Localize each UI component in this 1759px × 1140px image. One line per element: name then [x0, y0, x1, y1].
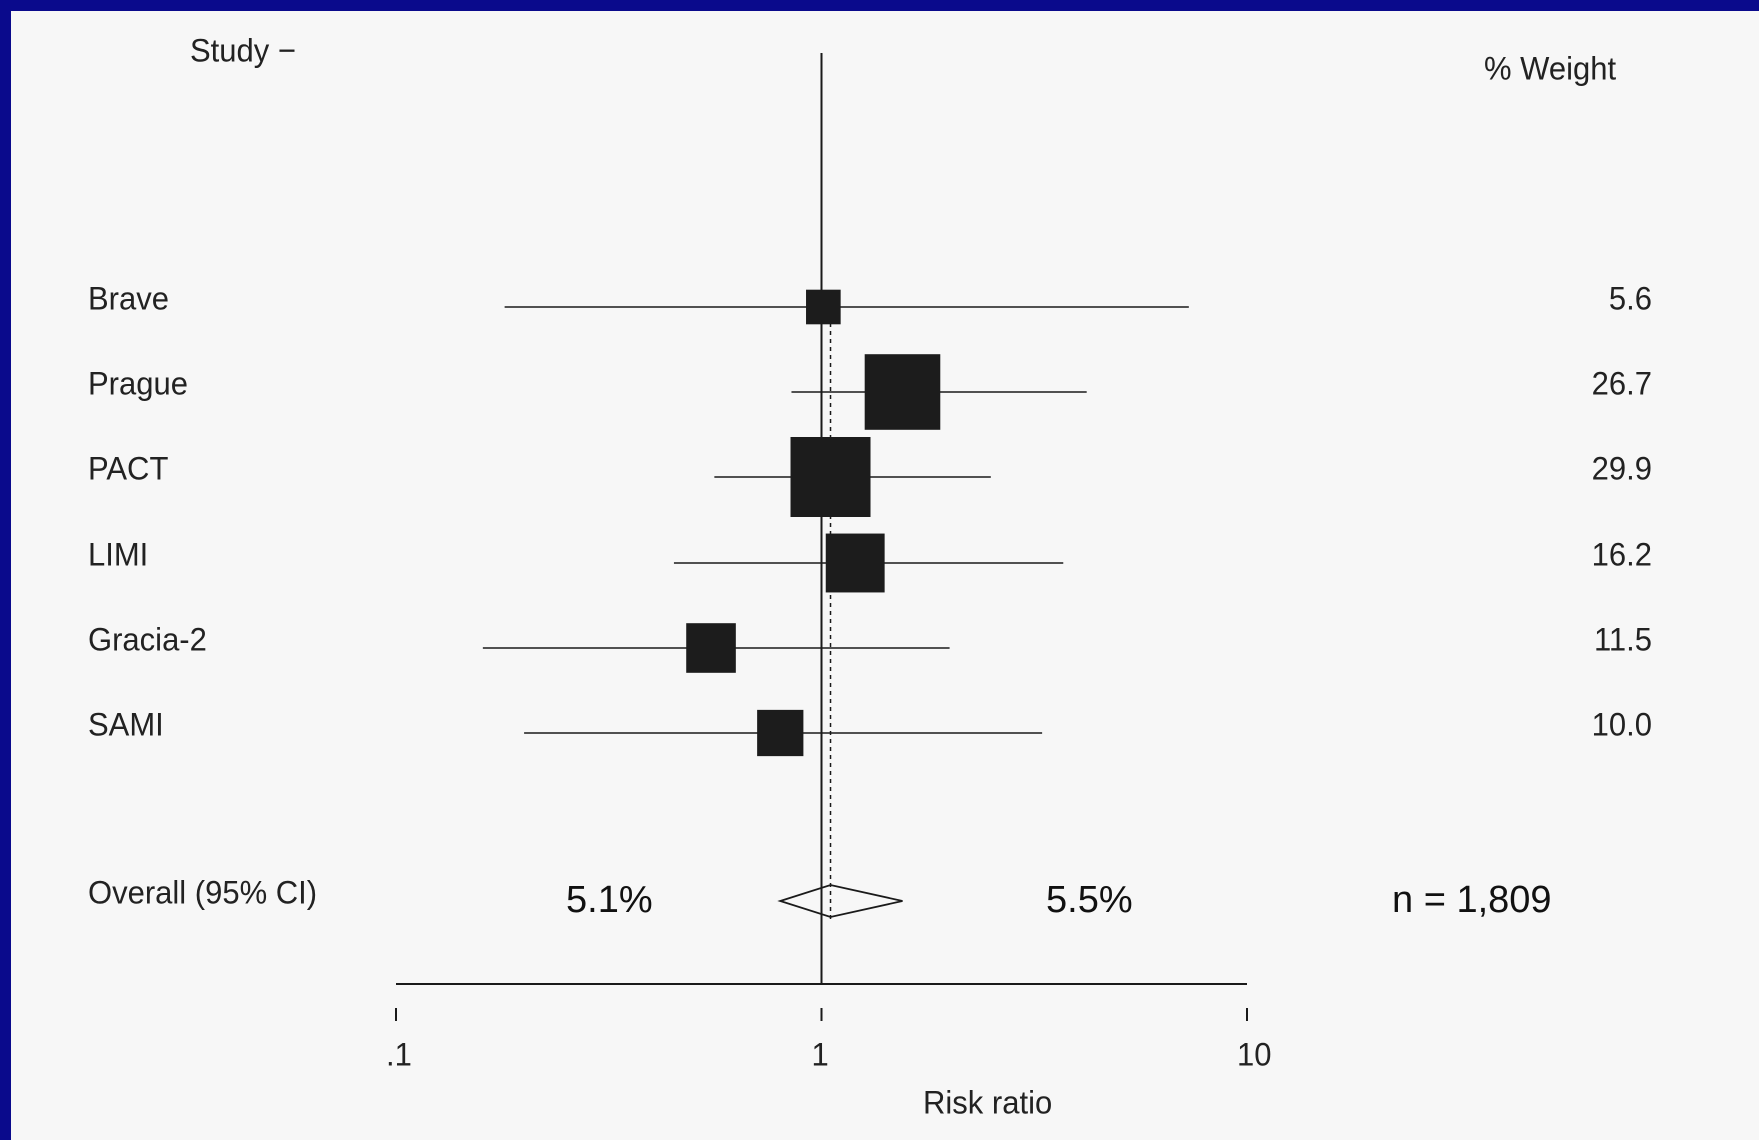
study-label: Gracia-2	[88, 621, 207, 658]
annotation-right: 5.5%	[1046, 879, 1133, 921]
weight-header: % Weight	[1484, 50, 1617, 87]
point-estimate-marker	[825, 533, 885, 593]
x-tick-label: 10	[1237, 1036, 1272, 1073]
sample-size-annotation: n = 1,809	[1392, 879, 1552, 921]
x-tick-label: .1	[386, 1036, 412, 1073]
weight-value: 5.6	[1608, 280, 1652, 317]
study-label: Brave	[88, 280, 169, 317]
study-label: SAMI	[88, 706, 164, 743]
point-estimate-marker	[806, 289, 841, 325]
forest-plot-panel: Study − % Weight Risk ratio Overall (95%…	[11, 11, 1759, 1140]
overall-diamond	[777, 884, 903, 918]
weight-value: 26.7	[1591, 365, 1652, 402]
point-estimate-marker	[686, 623, 736, 673]
study-label: Prague	[88, 365, 188, 402]
annotation-left: 5.1%	[566, 879, 653, 921]
study-label: LIMI	[88, 536, 149, 573]
study-header: Study −	[190, 32, 296, 69]
point-estimate-marker	[790, 437, 871, 517]
study-label: PACT	[88, 450, 169, 487]
point-estimate-marker	[864, 354, 941, 430]
weight-value: 11.5	[1593, 621, 1652, 658]
weight-value: 10.0	[1591, 706, 1652, 743]
weight-value: 29.9	[1591, 450, 1652, 487]
forest-plot	[395, 53, 1248, 1021]
point-estimate-marker	[757, 709, 804, 757]
x-axis-label: Risk ratio	[923, 1084, 1053, 1121]
weight-value: 16.2	[1591, 536, 1652, 573]
overall-label: Overall (95% CI)	[88, 874, 318, 911]
x-tick-label: 1	[811, 1036, 829, 1073]
